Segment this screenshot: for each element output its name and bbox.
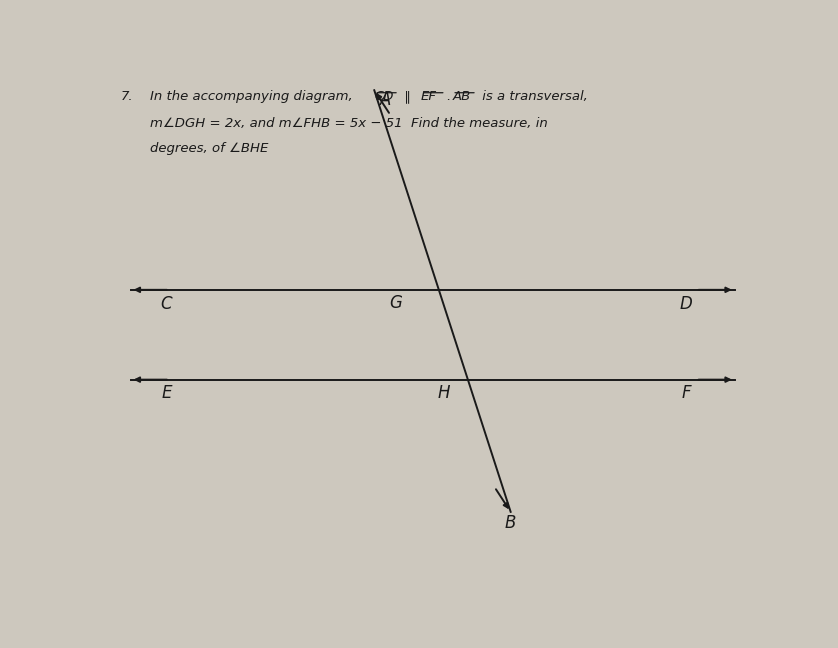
Text: m∠DGH = 2x, and m∠FHB = 5x − 51  Find the measure, in: m∠DGH = 2x, and m∠FHB = 5x − 51 Find the… — [150, 117, 548, 130]
Text: B: B — [504, 514, 515, 532]
Text: degrees, of ∠BHE: degrees, of ∠BHE — [150, 142, 269, 155]
Text: is a transversal,: is a transversal, — [478, 90, 588, 103]
Text: ∥: ∥ — [401, 90, 416, 103]
Text: G: G — [390, 294, 402, 312]
Text: D: D — [680, 295, 692, 313]
Text: E: E — [161, 384, 172, 402]
Text: AB: AB — [453, 90, 470, 103]
Text: A: A — [380, 91, 391, 110]
Text: H: H — [437, 384, 450, 402]
Text: In the accompanying diagram,: In the accompanying diagram, — [150, 90, 353, 103]
Text: CD: CD — [375, 90, 394, 103]
Text: 7.: 7. — [121, 90, 133, 103]
Text: C: C — [161, 295, 173, 313]
Text: F: F — [681, 384, 691, 402]
Text: .: . — [447, 90, 456, 103]
Text: EF: EF — [421, 90, 437, 103]
